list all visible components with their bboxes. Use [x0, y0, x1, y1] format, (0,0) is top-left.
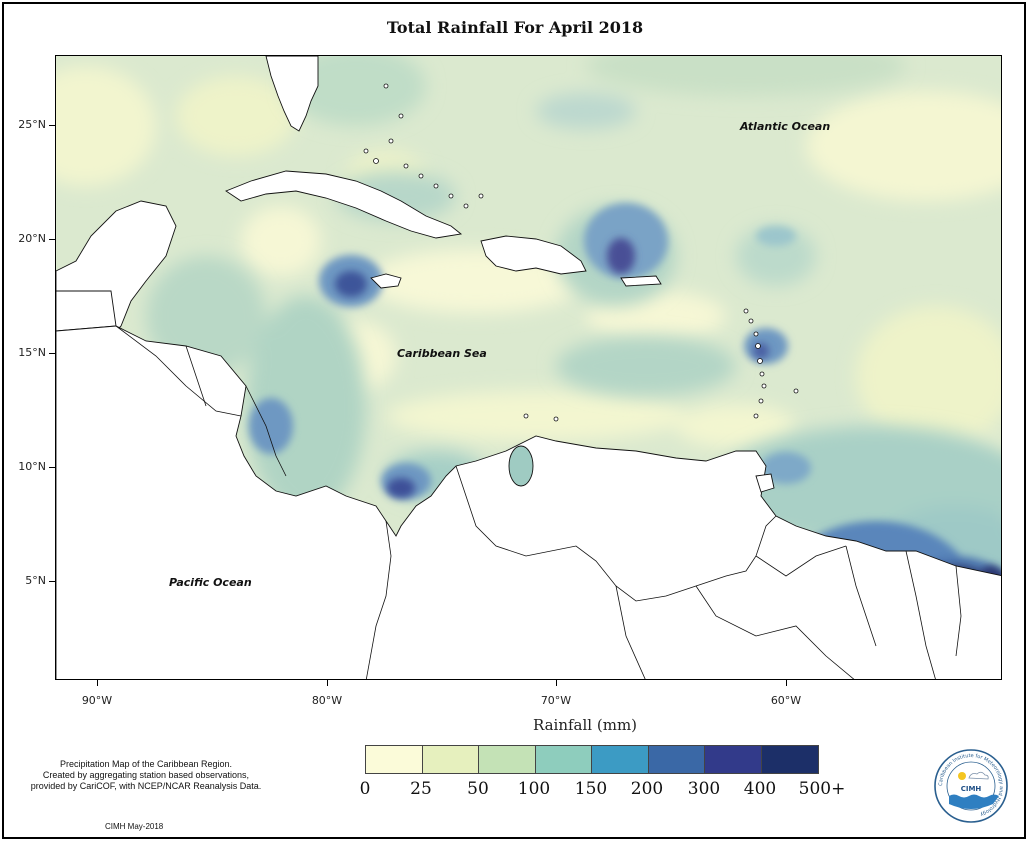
logo-text: CIMH	[961, 785, 982, 793]
legend-swatch	[535, 746, 592, 773]
note-line: Created by aggregating station based obs…	[42, 770, 250, 780]
lon-tick-mark	[327, 680, 328, 686]
lon-tick-mark	[97, 680, 98, 686]
lon-tick-label: 70°W	[540, 694, 572, 707]
lat-tick-label: 10°N	[18, 460, 46, 473]
legend-label: 300	[687, 779, 721, 799]
lon-tick-mark	[786, 680, 787, 686]
lon-tick-label: 80°W	[311, 694, 343, 707]
lat-tick-label: 5°N	[25, 574, 46, 587]
atlantic-ocean-label: Atlantic Ocean	[740, 120, 831, 133]
legend-label: 150	[574, 779, 608, 799]
lat-tick-mark	[49, 239, 55, 240]
legend-label: 100	[517, 779, 551, 799]
lat-tick-mark	[49, 581, 55, 582]
puerto-rico-land	[620, 275, 662, 287]
cuba-land	[225, 170, 463, 239]
legend-swatch	[705, 746, 762, 773]
legend-label: 400	[743, 779, 777, 799]
legend-label: 200	[630, 779, 664, 799]
pacific-ocean-label: Pacific Ocean	[169, 576, 252, 589]
legend-label: 50	[467, 779, 489, 799]
sun-icon	[958, 772, 966, 780]
legend-swatch	[592, 746, 649, 773]
lat-tick-label: 25°N	[18, 118, 46, 131]
legend-swatch	[422, 746, 479, 773]
note-line: provided by CariCOF, with NCEP/NCAR Rean…	[30, 781, 262, 791]
legend-label: 0	[359, 779, 371, 799]
south-america-land	[56, 325, 1001, 679]
florida-land	[265, 56, 319, 132]
lon-tick-label: 60°W	[770, 694, 802, 707]
lon-tick-mark	[556, 680, 557, 686]
lake-maracaibo	[508, 445, 534, 487]
country-borders	[115, 325, 962, 679]
cloud-icon	[968, 771, 989, 780]
guatemala-land	[56, 290, 117, 332]
legend-swatch	[366, 746, 423, 773]
cimh-logo: Caribbean Institute for Meteorology and …	[934, 749, 1008, 823]
wave-icon	[949, 794, 999, 809]
legend-swatch	[761, 746, 818, 773]
lat-tick-mark	[49, 467, 55, 468]
legend-label: 500+	[798, 779, 846, 799]
lat-tick-mark	[49, 125, 55, 126]
jamaica-land	[370, 273, 402, 289]
land-masses	[56, 56, 1001, 679]
lat-tick-label: 15°N	[18, 346, 46, 359]
hispaniola-land	[480, 235, 587, 275]
note-line: Precipitation Map of the Caribbean Regio…	[59, 759, 233, 769]
caribbean-sea-label: Caribbean Sea	[397, 347, 487, 360]
rainfall-legend	[365, 745, 819, 774]
map-description: Precipitation Map of the Caribbean Regio…	[6, 759, 286, 792]
map-credit: CIMH May-2018	[105, 822, 164, 831]
small-islands	[363, 83, 799, 422]
rainfall-map-svg	[56, 56, 1001, 679]
map-title: Total Rainfall For April 2018	[386, 18, 644, 37]
rainfall-map: Atlantic Ocean Caribbean Sea Pacific Oce…	[55, 55, 1002, 680]
legend-label: 25	[410, 779, 432, 799]
lon-tick-label: 90°W	[81, 694, 113, 707]
lat-tick-mark	[49, 353, 55, 354]
legend-swatch	[648, 746, 705, 773]
legend-swatch	[479, 746, 536, 773]
legend-title: Rainfall (mm)	[532, 716, 638, 734]
trinidad-land	[755, 473, 775, 493]
lat-tick-label: 20°N	[18, 232, 46, 245]
